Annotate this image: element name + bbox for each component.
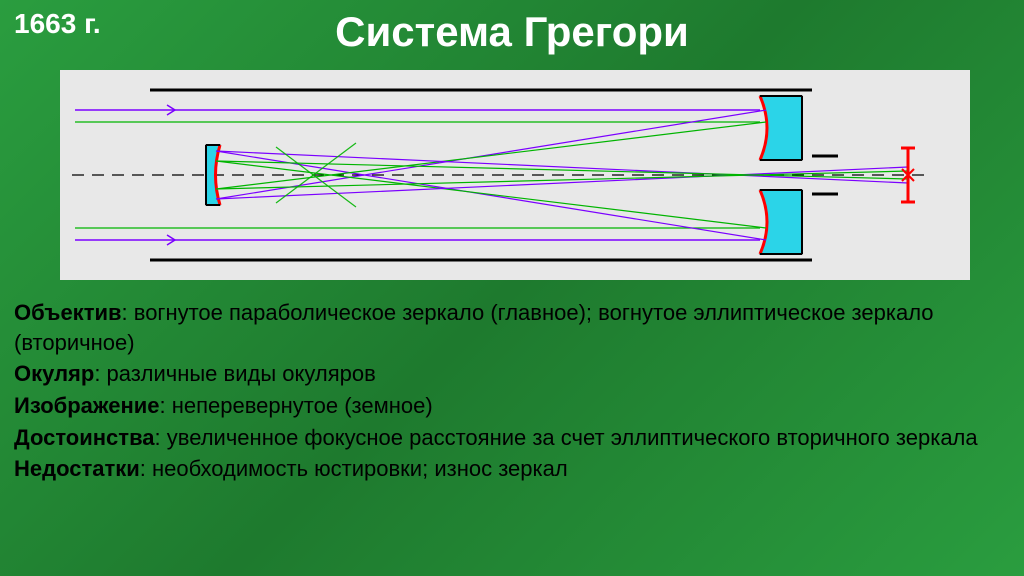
- pros-text: : увеличенное фокусное расстояние за сче…: [155, 425, 978, 450]
- image-label: Изображение: [14, 393, 160, 418]
- optical-diagram: [60, 70, 970, 280]
- image-row: Изображение: неперевернутое (земное): [14, 391, 1010, 421]
- slide-title: Система Грегори: [0, 8, 1024, 56]
- objective-row: Объектив: вогнутое параболическое зеркал…: [14, 298, 1010, 357]
- cons-text: : необходимость юстировки; износ зеркал: [140, 456, 568, 481]
- objective-label: Объектив: [14, 300, 122, 325]
- description-block: Объектив: вогнутое параболическое зеркал…: [14, 298, 1010, 486]
- objective-text: : вогнутое параболическое зеркало (главн…: [14, 300, 934, 355]
- pros-row: Достоинства: увеличенное фокусное рассто…: [14, 423, 1010, 453]
- eyepiece-row: Окуляр: различные виды окуляров: [14, 359, 1010, 389]
- eyepiece-label: Окуляр: [14, 361, 94, 386]
- pros-label: Достоинства: [14, 425, 155, 450]
- cons-row: Недостатки: необходимость юстировки; изн…: [14, 454, 1010, 484]
- image-text: : неперевернутое (земное): [160, 393, 433, 418]
- cons-label: Недостатки: [14, 456, 140, 481]
- eyepiece-text: : различные виды окуляров: [94, 361, 375, 386]
- telescope-diagram-svg: [60, 70, 970, 280]
